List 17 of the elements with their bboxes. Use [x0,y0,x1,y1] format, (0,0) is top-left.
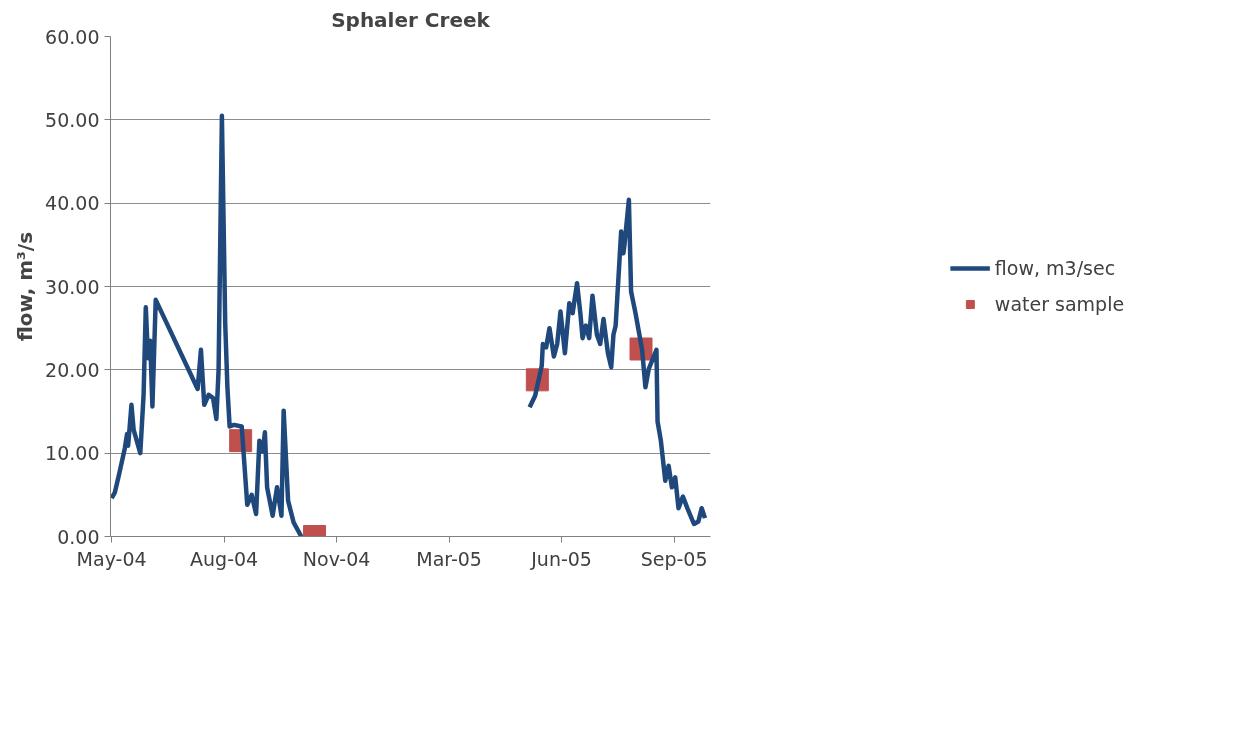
legend-label: flow, m3/sec [994,257,1116,279]
y-tick-label: 50.00 [45,108,100,131]
legend-label: water sample [994,293,1125,315]
x-tick-label: Sep-05 [640,547,708,570]
x-tick-label: Nov-04 [302,547,371,570]
y-tick-label: 10.00 [45,442,100,465]
x-tick-label: May-04 [76,547,147,570]
x-tick-label: Aug-04 [190,547,259,570]
y-tick-label: 30.00 [45,275,100,298]
x-tick-label: Jun-05 [530,547,592,570]
chart-title: Sphaler Creek [331,7,491,32]
y-tick-label: 60.00 [45,25,100,48]
y-tick-label: 40.00 [45,192,100,215]
y-axis-title: flow, m³/s [13,231,38,342]
y-tick-label: 0.00 [57,525,100,548]
y-tick-label: 20.00 [45,358,100,381]
x-tick-label: Mar-05 [416,547,482,570]
